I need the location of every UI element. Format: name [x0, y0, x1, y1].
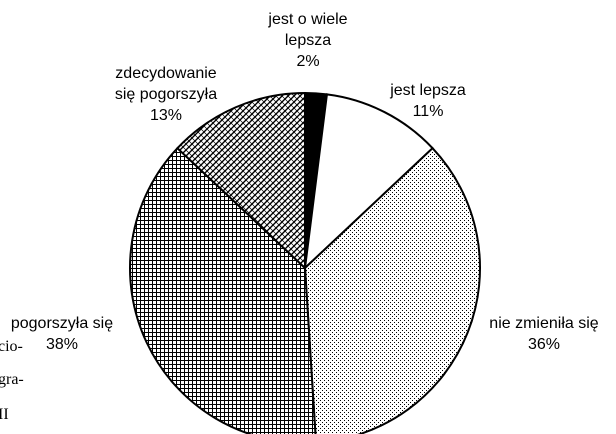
slice-category-text: się pogorszyła: [115, 86, 217, 103]
slice-value-label: 13%: [150, 107, 182, 124]
slice-category-text: zdecydowanie: [115, 65, 217, 82]
pie-labels: jest o wiele lepsza 2% jest lepsza 11% nie zm…: [11, 11, 599, 353]
slice-category-text: jest lepsza: [389, 82, 466, 99]
pie-slice-5: [176, 91, 306, 271]
slice-category-text: jest o wiele: [267, 11, 347, 28]
margin-text-fragment: gra-: [0, 371, 24, 388]
slice-label-1: jest o wiele lepsza 2%: [267, 11, 347, 70]
pie-slice-3: [303, 146, 481, 434]
slice-label-2: jest lepsza 11%: [389, 82, 466, 120]
margin-text-fragment: II: [0, 406, 9, 423]
slice-value-label: 36%: [528, 336, 560, 353]
slice-category-text: lepsza: [285, 32, 331, 49]
slice-label-5: zdecydowanie się pogorszyła 13%: [115, 65, 217, 124]
slice-value-label: 11%: [413, 103, 444, 120]
pie-slice-2: [303, 93, 434, 271]
slice-value-label: 38%: [46, 336, 78, 353]
margin-text-fragment: cio-: [0, 338, 23, 355]
pie-slices: [129, 91, 481, 434]
slice-category-text: pogorszyła się: [11, 315, 113, 332]
slice-label-3: nie zmieniła się 36%: [489, 315, 598, 353]
pie-slice-4: [129, 146, 317, 434]
slice-category-text: nie zmieniła się: [489, 315, 598, 332]
page-margin-text: cio-gra- II: [0, 338, 24, 423]
slice-value-label: 2%: [296, 53, 319, 70]
slice-label-4: pogorszyła się 38%: [11, 315, 113, 353]
